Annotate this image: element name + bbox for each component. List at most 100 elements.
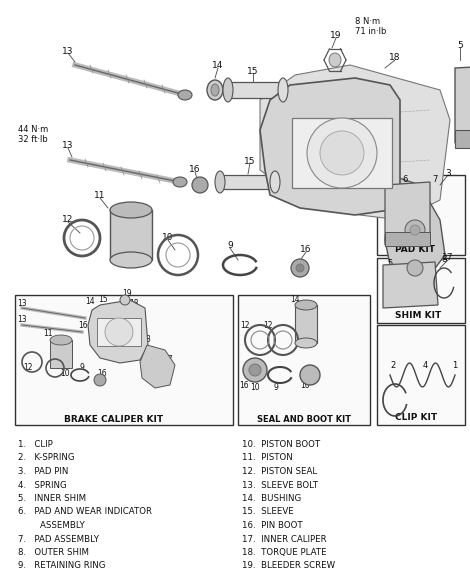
Text: 13: 13 bbox=[62, 46, 74, 55]
Polygon shape bbox=[385, 182, 430, 245]
Text: 7.   PAD ASSEMBLY: 7. PAD ASSEMBLY bbox=[18, 534, 99, 544]
Text: 1: 1 bbox=[452, 360, 458, 369]
Text: 19.  BLEEDER SCREW: 19. BLEEDER SCREW bbox=[242, 561, 335, 570]
Text: 2.   K-SPRING: 2. K-SPRING bbox=[18, 453, 75, 463]
Bar bbox=[50, 340, 72, 368]
Ellipse shape bbox=[110, 252, 152, 268]
Bar bbox=[377, 258, 465, 323]
Text: 32 ft·lb: 32 ft·lb bbox=[18, 135, 48, 143]
Text: 12: 12 bbox=[23, 363, 33, 372]
Text: 16: 16 bbox=[78, 320, 88, 329]
Ellipse shape bbox=[295, 300, 317, 310]
Ellipse shape bbox=[270, 171, 280, 193]
Text: 44 N·m: 44 N·m bbox=[18, 126, 48, 135]
Text: 15.  SLEEVE: 15. SLEEVE bbox=[242, 508, 294, 517]
Text: 6: 6 bbox=[402, 175, 407, 184]
Text: 7: 7 bbox=[432, 175, 438, 184]
Bar bbox=[238, 295, 370, 425]
Text: 13: 13 bbox=[17, 299, 27, 308]
Text: BRAKE CALIPER KIT: BRAKE CALIPER KIT bbox=[64, 416, 164, 424]
Ellipse shape bbox=[320, 131, 364, 175]
Ellipse shape bbox=[249, 364, 261, 376]
Ellipse shape bbox=[178, 90, 192, 100]
Bar bbox=[97, 318, 141, 346]
Bar bbox=[377, 325, 465, 425]
Text: 10.  PISTON BOOT: 10. PISTON BOOT bbox=[242, 440, 320, 449]
Text: ASSEMBLY: ASSEMBLY bbox=[18, 521, 85, 530]
Text: CLIP KIT: CLIP KIT bbox=[395, 413, 437, 423]
Ellipse shape bbox=[215, 171, 225, 193]
Ellipse shape bbox=[329, 53, 341, 67]
Text: 71 in·lb: 71 in·lb bbox=[355, 26, 386, 35]
Text: 11: 11 bbox=[43, 328, 53, 337]
Ellipse shape bbox=[405, 220, 425, 240]
Bar bbox=[295, 305, 317, 343]
Text: 19: 19 bbox=[330, 31, 342, 41]
Text: 10: 10 bbox=[250, 383, 260, 392]
Polygon shape bbox=[140, 345, 175, 388]
Text: 8: 8 bbox=[441, 255, 446, 264]
Bar bbox=[377, 175, 465, 255]
Text: 9: 9 bbox=[274, 384, 278, 392]
Polygon shape bbox=[88, 300, 148, 363]
Ellipse shape bbox=[307, 118, 377, 188]
Text: 12: 12 bbox=[63, 215, 74, 224]
Bar bbox=[455, 130, 470, 148]
Text: 12: 12 bbox=[263, 320, 273, 329]
Text: 4.   SPRING: 4. SPRING bbox=[18, 481, 67, 489]
Text: 4: 4 bbox=[423, 360, 428, 369]
Ellipse shape bbox=[207, 80, 223, 100]
Ellipse shape bbox=[50, 335, 72, 345]
Text: 15: 15 bbox=[247, 66, 259, 75]
Text: 10: 10 bbox=[60, 369, 70, 379]
Polygon shape bbox=[455, 65, 470, 143]
Bar bbox=[228, 82, 283, 98]
Text: 16: 16 bbox=[300, 380, 310, 389]
Text: 10: 10 bbox=[162, 234, 174, 243]
Text: 15: 15 bbox=[98, 296, 108, 304]
Bar bbox=[385, 232, 430, 246]
Text: 13: 13 bbox=[17, 316, 27, 324]
Ellipse shape bbox=[278, 78, 288, 102]
Text: 14: 14 bbox=[212, 62, 224, 70]
Text: 12.  PISTON SEAL: 12. PISTON SEAL bbox=[242, 467, 317, 476]
Text: 12: 12 bbox=[240, 320, 250, 329]
Text: 14: 14 bbox=[85, 297, 95, 307]
Text: 5: 5 bbox=[457, 42, 463, 50]
Ellipse shape bbox=[410, 225, 420, 235]
Ellipse shape bbox=[291, 259, 309, 277]
Ellipse shape bbox=[120, 295, 130, 305]
Text: 3: 3 bbox=[146, 336, 150, 344]
Ellipse shape bbox=[173, 177, 187, 187]
Text: 16: 16 bbox=[97, 369, 107, 379]
Polygon shape bbox=[260, 65, 450, 220]
Text: 18: 18 bbox=[129, 300, 139, 308]
Text: SEAL AND BOOT KIT: SEAL AND BOOT KIT bbox=[257, 416, 351, 424]
Polygon shape bbox=[383, 262, 438, 308]
Text: 16: 16 bbox=[239, 380, 249, 389]
Text: 16: 16 bbox=[300, 246, 312, 255]
Ellipse shape bbox=[243, 358, 267, 382]
Text: 18.  TORQUE PLATE: 18. TORQUE PLATE bbox=[242, 548, 327, 557]
Text: 17: 17 bbox=[442, 254, 454, 263]
Bar bbox=[292, 118, 392, 188]
Text: 2: 2 bbox=[391, 360, 396, 369]
Text: 6.   PAD AND WEAR INDICATOR: 6. PAD AND WEAR INDICATOR bbox=[18, 508, 152, 517]
Bar bbox=[220, 175, 275, 189]
Text: 8.   OUTER SHIM: 8. OUTER SHIM bbox=[18, 548, 89, 557]
Ellipse shape bbox=[211, 84, 219, 96]
Text: 14.  BUSHING: 14. BUSHING bbox=[242, 494, 301, 503]
Text: 3.   PAD PIN: 3. PAD PIN bbox=[18, 467, 68, 476]
Ellipse shape bbox=[105, 318, 133, 346]
Text: 17: 17 bbox=[163, 356, 173, 364]
Text: 5.   INNER SHIM: 5. INNER SHIM bbox=[18, 494, 86, 503]
Ellipse shape bbox=[295, 338, 317, 348]
Text: 15: 15 bbox=[90, 317, 100, 327]
Ellipse shape bbox=[110, 202, 152, 218]
Text: 1.   CLIP: 1. CLIP bbox=[18, 440, 53, 449]
Ellipse shape bbox=[296, 264, 304, 272]
Ellipse shape bbox=[94, 374, 106, 386]
Text: PAD KIT: PAD KIT bbox=[395, 244, 435, 254]
Text: 9.   RETAINING RING: 9. RETAINING RING bbox=[18, 561, 105, 570]
Ellipse shape bbox=[407, 260, 423, 276]
